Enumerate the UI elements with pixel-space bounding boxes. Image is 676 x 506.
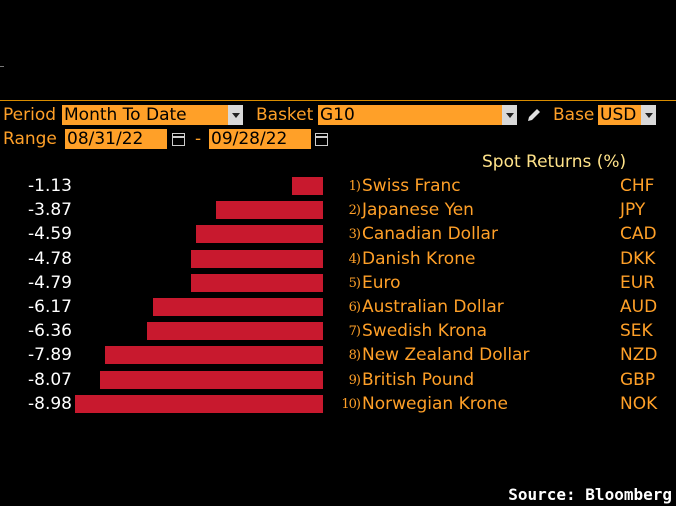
- currency-name[interactable]: Norwegian Krone: [362, 393, 508, 414]
- data-label: -8.98: [28, 393, 72, 414]
- data-label: -4.78: [28, 248, 72, 269]
- bar[interactable]: [105, 346, 323, 365]
- bar[interactable]: [216, 201, 323, 220]
- bar[interactable]: [190, 273, 323, 292]
- list-item[interactable]: -8.98 10) Norwegian Krone NOK: [0, 392, 676, 416]
- currency-name[interactable]: British Pound: [362, 369, 475, 390]
- currency-code: AUD: [620, 297, 658, 317]
- period-select[interactable]: Month To Date: [62, 105, 228, 125]
- chevron-down-icon[interactable]: [228, 105, 243, 125]
- currency-name[interactable]: Japanese Yen: [362, 200, 474, 221]
- currency-code: GBP: [620, 369, 656, 390]
- list-item[interactable]: -7.89 8) New Zealand Dollar NZD: [0, 343, 676, 367]
- currency-name[interactable]: Australian Dollar: [362, 297, 504, 317]
- list-item[interactable]: -8.07 9) British Pound GBP: [0, 368, 676, 392]
- data-label: -6.17: [28, 297, 72, 317]
- currency-code: JPY: [620, 200, 646, 221]
- list-item[interactable]: -4.78 4) Danish Krone DKK: [0, 247, 676, 271]
- chart-title: Spot Returns (%): [482, 152, 627, 172]
- calendar-icon[interactable]: [315, 133, 328, 146]
- currency-code: NZD: [620, 345, 658, 366]
- rank-number: 4): [348, 251, 361, 267]
- chevron-down-icon[interactable]: [502, 105, 517, 125]
- range-label: Range: [3, 129, 57, 149]
- source-note: Source: Bloomberg: [508, 485, 672, 504]
- bar[interactable]: [291, 177, 323, 195]
- rank-number: 9): [348, 372, 361, 388]
- currency-name[interactable]: Euro: [362, 272, 401, 293]
- currency-code: DKK: [620, 248, 656, 269]
- data-label: -8.07: [28, 369, 72, 390]
- bar[interactable]: [75, 394, 323, 413]
- list-item[interactable]: -1.13 1) Swiss Franc CHF: [0, 174, 676, 198]
- rank-number: 5): [348, 275, 361, 291]
- data-label: -4.79: [28, 272, 72, 293]
- rank-number: 1): [348, 179, 361, 194]
- rank-number: 7): [348, 324, 361, 340]
- currency-code: EUR: [620, 272, 655, 293]
- data-label: -1.13: [28, 176, 72, 196]
- bar[interactable]: [147, 322, 323, 341]
- list-item[interactable]: -6.17 6) Australian Dollar AUD: [0, 295, 676, 319]
- currency-code: SEK: [620, 321, 653, 342]
- base-select[interactable]: USD: [598, 105, 641, 125]
- currency-name[interactable]: Canadian Dollar: [362, 224, 498, 245]
- bar[interactable]: [190, 249, 323, 268]
- currency-name[interactable]: Swiss Franc: [362, 176, 461, 196]
- calendar-icon[interactable]: [172, 133, 185, 146]
- list-item[interactable]: -3.87 2) Japanese Yen JPY: [0, 198, 676, 222]
- list-item[interactable]: -6.36 7) Swedish Krona SEK: [0, 319, 676, 343]
- data-label: -6.36: [28, 321, 72, 342]
- range-end-input[interactable]: 09/28/22: [209, 129, 311, 149]
- bar[interactable]: [100, 370, 323, 389]
- basket-label: Basket: [256, 105, 314, 125]
- currency-code: CHF: [620, 176, 655, 196]
- data-label: -3.87: [28, 200, 72, 221]
- basket-select[interactable]: G10: [318, 105, 502, 125]
- list-item[interactable]: -4.59 3) Canadian Dollar CAD: [0, 222, 676, 246]
- currency-name[interactable]: Swedish Krona: [362, 321, 488, 342]
- rank-number: 8): [348, 348, 361, 364]
- rank-number: 10): [341, 396, 361, 412]
- range-start-input[interactable]: 08/31/22: [65, 129, 167, 149]
- data-label: -4.59: [28, 224, 72, 245]
- pencil-icon[interactable]: [526, 107, 542, 123]
- base-label: Base: [553, 105, 595, 125]
- bar[interactable]: [152, 298, 323, 316]
- currency-code: CAD: [620, 224, 657, 245]
- data-label: -7.89: [28, 345, 72, 366]
- rank-number: 3): [348, 227, 361, 243]
- rank-number: 2): [348, 203, 361, 219]
- rank-number: 6): [348, 300, 361, 315]
- range-separator: -: [195, 129, 202, 149]
- chevron-down-icon[interactable]: [641, 105, 656, 125]
- list-item[interactable]: -4.79 5) Euro EUR: [0, 271, 676, 295]
- period-label: Period: [3, 105, 57, 125]
- bar[interactable]: [196, 225, 323, 244]
- currency-code: NOK: [620, 393, 658, 414]
- chart-corner-mark: [0, 66, 4, 67]
- currency-name[interactable]: Danish Krone: [362, 248, 476, 269]
- header-divider: [0, 100, 676, 101]
- currency-name[interactable]: New Zealand Dollar: [362, 345, 530, 366]
